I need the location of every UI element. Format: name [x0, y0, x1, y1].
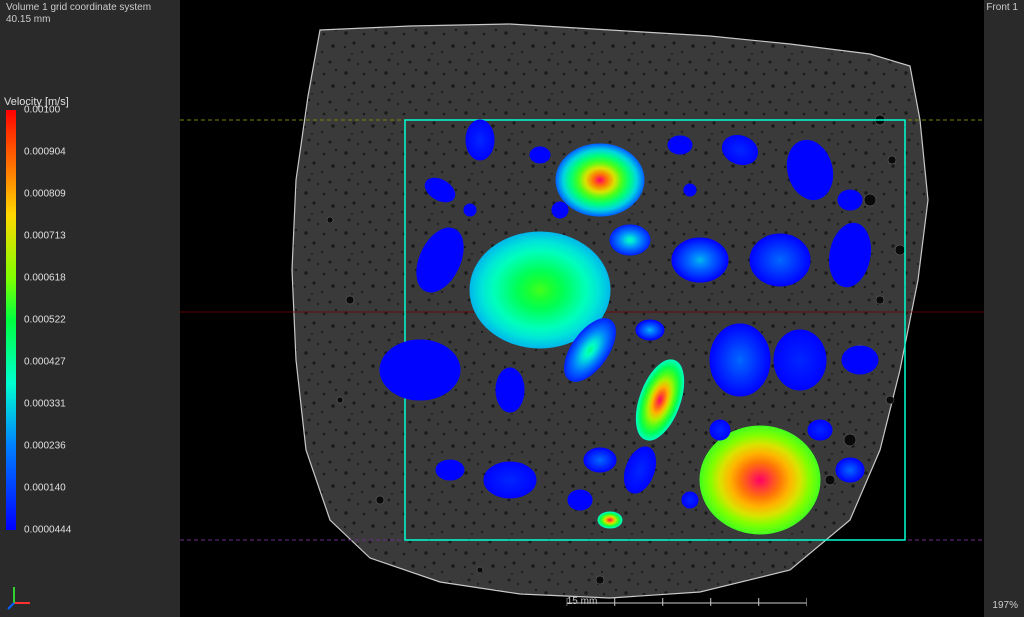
legend-tick: 0.000904 [24, 147, 66, 158]
view-name-label: Front 1 [986, 2, 1018, 13]
legend-colorbar [6, 110, 16, 530]
velocity-blob [700, 426, 820, 534]
velocity-blob [668, 136, 692, 154]
legend-tick: 0.000236 [24, 441, 66, 452]
legend-tick: 0.000618 [24, 273, 66, 284]
scalebar: 15 mm [567, 596, 598, 607]
velocity-blob [672, 238, 728, 282]
legend-tick: 0.0000444 [24, 525, 71, 536]
velocity-blob [556, 144, 644, 216]
legend-tick: 0.000809 [24, 189, 66, 200]
scene-svg [180, 0, 984, 617]
velocity-blob [836, 458, 864, 482]
velocity-legend: Velocity [m/s] 0.00100 0.000904 0.000809 0.… [0, 96, 130, 530]
velocity-blob [636, 320, 664, 340]
velocity-blob [842, 346, 878, 374]
velocity-blob [610, 225, 650, 255]
velocity-blob [684, 184, 696, 196]
legend-ticks: 0.001000.0009040.0008090.0007130.0006180… [24, 110, 130, 530]
velocity-blob [530, 147, 550, 163]
viewport[interactable]: Volume 1 grid coordinate system 40.15 mm… [0, 0, 1024, 617]
header: Volume 1 grid coordinate system 40.15 mm… [0, 0, 1024, 24]
velocity-blob [808, 420, 832, 440]
velocity-blob [750, 234, 810, 286]
velocity-blob [568, 490, 592, 510]
velocity-blob [464, 204, 476, 216]
velocity-blob [710, 324, 770, 396]
legend-tick: 0.00100 [24, 105, 60, 116]
legend-title: Velocity [m/s] [4, 96, 130, 108]
slice-position-label: 40.15 mm [6, 14, 151, 26]
right-panel: 197% [984, 0, 1024, 617]
legend-tick: 0.000331 [24, 399, 66, 410]
legend-tick: 0.000713 [24, 231, 66, 242]
velocity-blob [774, 330, 826, 390]
velocity-blob [710, 420, 730, 440]
legend-tick: 0.000140 [24, 483, 66, 494]
velocity-blob [584, 448, 616, 472]
velocity-blob [496, 368, 524, 412]
velocity-blob [838, 190, 862, 210]
axis-triad-icon [6, 581, 36, 611]
velocity-blob [598, 512, 622, 528]
velocity-blob [436, 460, 464, 480]
scalebar-line [567, 598, 807, 606]
velocity-blob [552, 202, 568, 218]
velocity-blob [682, 492, 698, 508]
legend-tick: 0.000427 [24, 357, 66, 368]
slice-view[interactable]: 15 mm [180, 0, 984, 617]
coordinate-system-label: Volume 1 grid coordinate system [6, 2, 151, 14]
velocity-blob [380, 340, 460, 400]
legend-tick: 0.000522 [24, 315, 66, 326]
velocity-blob [484, 462, 536, 498]
zoom-label: 197% [992, 600, 1018, 611]
left-panel: Velocity [m/s] 0.00100 0.000904 0.000809 0.… [0, 0, 180, 617]
velocity-blob [466, 120, 494, 160]
